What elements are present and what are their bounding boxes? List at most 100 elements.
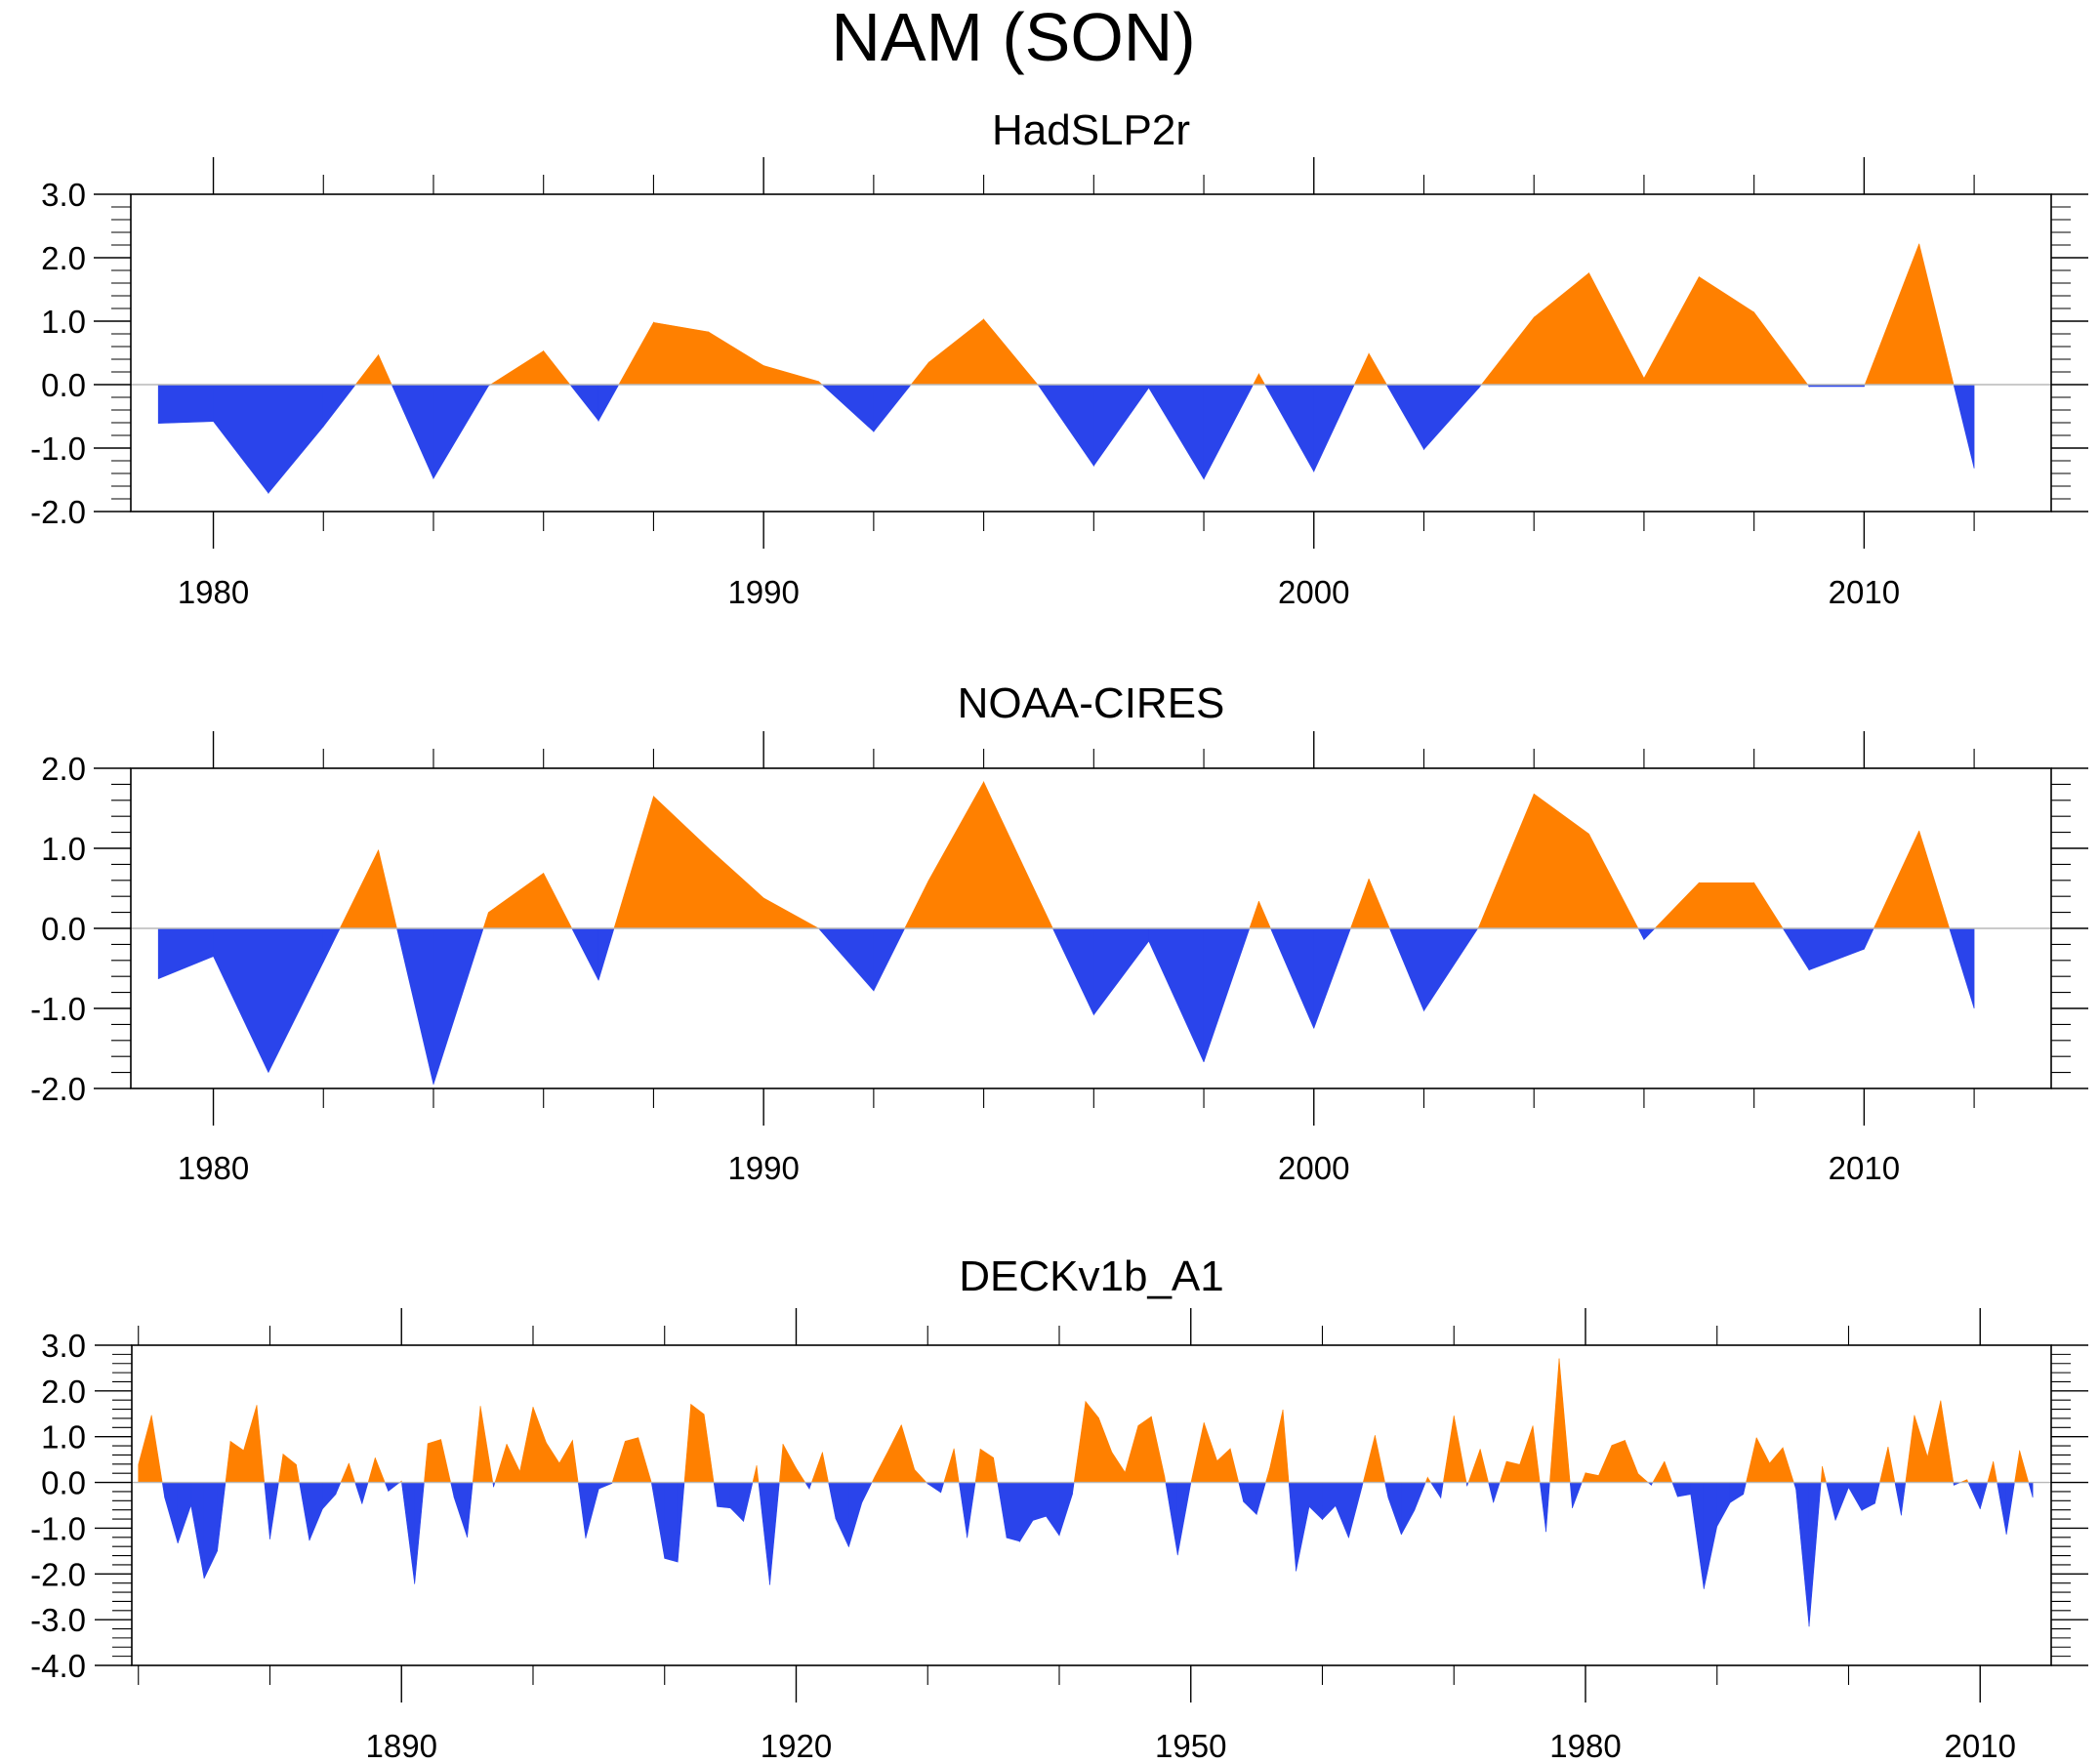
area-positive — [1533, 271, 1589, 386]
area-negative — [585, 1482, 599, 1538]
area-negative — [861, 1482, 873, 1503]
area-negative — [1288, 1482, 1297, 1572]
area-negative — [1861, 1482, 1875, 1511]
area-positive — [243, 1405, 258, 1483]
area-negative — [1019, 1482, 1034, 1543]
area-negative — [1313, 927, 1351, 1029]
area-negative — [299, 1482, 310, 1541]
area-positive — [1073, 1401, 1087, 1483]
area-negative — [958, 1482, 968, 1538]
area-negative — [1388, 927, 1424, 1011]
area-positive — [340, 1462, 350, 1483]
y-tick-label: -1.0 — [30, 1510, 86, 1546]
area-positive — [479, 1406, 494, 1483]
area-negative — [1093, 384, 1149, 468]
area-negative — [1423, 927, 1479, 1012]
area-positive — [472, 1406, 481, 1483]
area-negative — [1539, 1482, 1546, 1533]
y-tick-label: 1.0 — [41, 304, 86, 340]
x-tick-label: 2010 — [1945, 1728, 2016, 1764]
area-positive — [1353, 353, 1370, 386]
area-negative — [940, 1482, 945, 1493]
area-positive — [1654, 882, 1700, 929]
area-positive — [796, 1467, 806, 1483]
area-positive — [339, 849, 379, 929]
area-positive — [983, 318, 1039, 386]
y-tick-label: -2.0 — [30, 1556, 86, 1592]
area-positive — [1229, 1448, 1240, 1483]
area-positive — [378, 849, 397, 929]
y-tick-label: 3.0 — [41, 1328, 86, 1364]
area-negative — [493, 1482, 496, 1488]
area-positive — [875, 1451, 889, 1483]
area-negative — [1808, 1482, 1822, 1627]
area-positive — [427, 1439, 441, 1483]
y-tick-label: -2.0 — [30, 494, 86, 530]
area-positive — [1753, 882, 1784, 929]
area-positive — [296, 1464, 300, 1483]
area-negative — [1348, 1482, 1363, 1538]
y-tick-label: -1.0 — [30, 431, 86, 467]
area-negative — [1430, 1482, 1442, 1499]
area-negative — [2028, 1482, 2034, 1498]
area-positive — [1887, 1446, 1896, 1483]
area-negative — [203, 1482, 218, 1579]
area-negative — [571, 927, 599, 981]
area-positive — [494, 1444, 508, 1483]
area-positive — [983, 781, 1040, 929]
area-negative — [1256, 1482, 1266, 1515]
x-tick-label: 1980 — [178, 574, 249, 610]
area-positive — [1368, 879, 1390, 929]
area-negative — [1243, 1482, 1257, 1516]
y-tick-label: 0.0 — [41, 911, 86, 947]
area-negative — [1493, 1482, 1501, 1503]
area-negative — [432, 927, 484, 1085]
area-negative — [309, 1482, 323, 1541]
area-positive — [1753, 310, 1809, 386]
area-positive — [282, 1453, 297, 1483]
area-positive — [1085, 1400, 1099, 1483]
area-positive — [1480, 316, 1535, 386]
area-negative — [758, 1482, 770, 1585]
area-positive — [625, 1437, 639, 1483]
area-negative — [414, 1482, 425, 1584]
area-positive — [910, 361, 929, 386]
area-positive — [752, 1465, 758, 1483]
area-negative — [1335, 1482, 1349, 1538]
area-positive — [1137, 1415, 1152, 1483]
area-positive — [532, 1407, 547, 1483]
area-positive — [1879, 1446, 1889, 1483]
area-positive — [927, 318, 984, 386]
x-tick-label: 2000 — [1278, 1150, 1349, 1186]
area-positive — [1125, 1425, 1139, 1483]
area-positive — [482, 912, 489, 929]
area-negative — [873, 927, 906, 992]
area-positive — [1588, 272, 1645, 386]
area-positive — [1940, 1400, 1955, 1483]
area-negative — [597, 927, 615, 981]
area-negative — [322, 927, 341, 963]
area-negative — [354, 1482, 363, 1504]
area-positive — [1698, 275, 1754, 386]
area-negative — [569, 384, 599, 422]
area-positive — [1905, 1415, 1915, 1483]
area-negative — [1826, 1482, 1836, 1521]
area-positive — [762, 365, 819, 386]
area-positive — [1746, 1437, 1757, 1483]
area-negative — [177, 1482, 191, 1543]
area-positive — [1151, 1416, 1166, 1483]
area-negative — [577, 1482, 587, 1538]
area-positive — [1350, 879, 1370, 929]
area-positive — [1822, 1466, 1827, 1483]
area-negative — [1834, 1482, 1849, 1521]
area-negative — [1385, 384, 1424, 451]
area-positive — [1664, 1460, 1673, 1483]
area-positive — [1993, 1460, 1997, 1483]
area-positive — [887, 1424, 902, 1483]
area-positive — [638, 1437, 652, 1483]
area-negative — [769, 1482, 780, 1585]
y-tick-label: -2.0 — [30, 1071, 86, 1107]
area-negative — [164, 1482, 179, 1543]
area-positive — [1368, 352, 1387, 386]
